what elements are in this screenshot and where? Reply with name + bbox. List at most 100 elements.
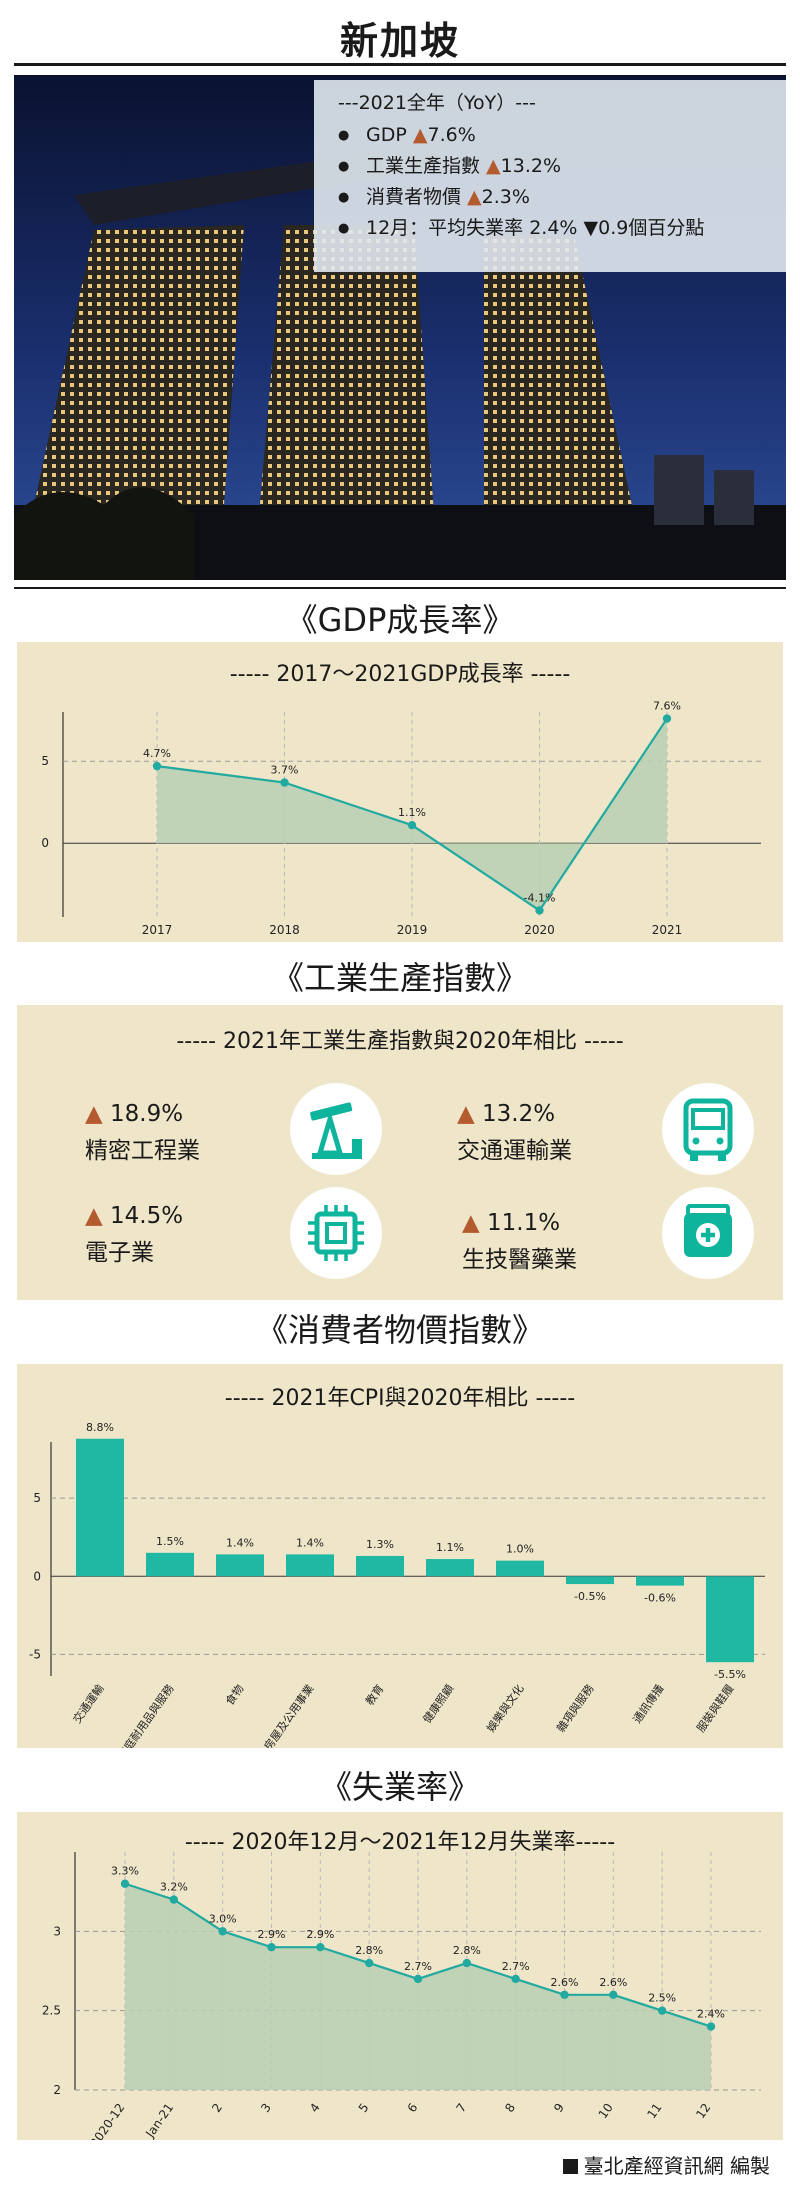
x-tick-label: 家庭耐用品與服務 xyxy=(115,1682,177,1748)
data-label: 1.4% xyxy=(226,1536,254,1549)
x-tick-label: 教育 xyxy=(362,1682,386,1708)
data-label: 3.0% xyxy=(209,1912,237,1925)
data-label: 8.8% xyxy=(86,1421,114,1434)
ipi-value: ▲ 14.5% xyxy=(85,1203,184,1229)
data-label: 1.1% xyxy=(436,1541,464,1554)
data-label: 2.6% xyxy=(551,1976,579,1989)
x-tick-label: 雜項與服務 xyxy=(553,1682,596,1735)
stat-label: 12月：平均失業率 2.4% xyxy=(366,217,584,239)
ipi-section-title: 《工業生產指數》 xyxy=(271,959,528,997)
data-label: 2.7% xyxy=(404,1960,432,1973)
bar xyxy=(706,1576,754,1663)
x-tick-label: 2017 xyxy=(142,923,173,937)
up-triangle-icon: ▲ xyxy=(412,124,428,146)
data-point xyxy=(267,1943,276,1952)
unemp-chart-title: ----- 2020年12月～2021年12月失業率----- xyxy=(184,1830,616,1855)
stat-value: 7.6% xyxy=(427,124,476,146)
bar xyxy=(216,1554,264,1577)
data-label: 7.6% xyxy=(653,700,681,713)
ipi-label: 交通運輸業 xyxy=(457,1138,572,1164)
data-label: 2.9% xyxy=(258,1928,286,1941)
stat-item: 12月：平均失業率 2.4% ▼0.9個百分點 xyxy=(338,213,776,244)
data-label: 3.7% xyxy=(271,764,299,777)
data-label: 2.4% xyxy=(697,2008,725,2021)
x-tick-label: 3 xyxy=(258,2101,274,2115)
unemp-chart-panel: ----- 2020年12月～2021年12月失業率----- 3 2.5 2 3.3… xyxy=(17,1812,783,2140)
unemp-chart: 3 2.5 2 3.3% 3.2% 3.0% 2.9% 2.9% 2.8% 2.7% 2.8% 2.7… xyxy=(42,1852,761,2140)
x-tick-label: 9 xyxy=(551,2101,567,2115)
x-tick-label: 房屋及公用事業 xyxy=(262,1682,317,1748)
stat-item: 消費者物價 ▲2.3% xyxy=(338,182,776,213)
stat-label: GDP xyxy=(366,124,413,146)
gdp-chart-panel: ----- 2017～2021GDP成長率 ----- 5 0 4.7% 3.7% 1.… xyxy=(17,642,783,942)
x-tick-label: 5 xyxy=(356,2101,372,2115)
data-label: -0.6% xyxy=(644,1592,676,1605)
annual-stats-box: ---2021全年（YoY）--- GDP ▲7.6%工業生產指數 ▲13.2%… xyxy=(314,80,786,272)
x-tick-label: 通訊傳播 xyxy=(630,1682,667,1726)
data-label: 2.5% xyxy=(648,1992,676,2005)
x-tick-label: 2019 xyxy=(397,923,428,937)
x-tick-label: 交通運輸 xyxy=(70,1682,107,1726)
stat-item: 工業生產指數 ▲13.2% xyxy=(338,151,776,182)
data-point xyxy=(407,820,417,830)
ipi-item-transport: ▲ 13.2% 交通運輸業 xyxy=(457,1101,572,1165)
data-point xyxy=(413,1974,423,1984)
data-label: 1.5% xyxy=(156,1535,184,1548)
data-label: 2.9% xyxy=(306,1928,334,1941)
data-label: 1.4% xyxy=(296,1536,324,1549)
data-label: 3.3% xyxy=(111,1865,139,1878)
data-label: 1.1% xyxy=(398,806,426,819)
up-triangle-icon: ▲ xyxy=(467,186,482,208)
title-divider xyxy=(14,63,786,66)
gdp-chart-title: ----- 2017～2021GDP成長率 ----- xyxy=(229,662,571,687)
y-tick-label: -5 xyxy=(29,1647,41,1661)
stat-value: 0.9個百分點 xyxy=(598,217,705,239)
ipi-label: 生技醫藥業 xyxy=(462,1247,577,1273)
credit-line: 臺北產經資訊網 編製 xyxy=(562,2150,770,2179)
data-point xyxy=(662,714,672,723)
cpi-chart-title: ----- 2021年CPI與2020年相比 ----- xyxy=(224,1386,576,1411)
x-tick-label: 2020-12 xyxy=(87,2101,127,2140)
area-fill xyxy=(125,1883,711,2090)
data-point xyxy=(511,1974,520,1984)
data-label: 1.0% xyxy=(506,1543,534,1556)
y-tick-label: 2 xyxy=(53,2083,61,2097)
x-tick-label: 4 xyxy=(307,2101,323,2115)
data-point xyxy=(152,761,162,771)
data-point xyxy=(535,906,544,915)
y-tick-label: 5 xyxy=(33,1491,41,1505)
stats-heading: ---2021全年（YoY）--- xyxy=(338,92,536,114)
data-label: 4.7% xyxy=(143,747,171,760)
square-icon xyxy=(562,2159,578,2174)
y-tick-label: 0 xyxy=(33,1569,41,1583)
x-tick-label: 2020 xyxy=(524,923,555,937)
bar xyxy=(356,1555,404,1577)
data-point xyxy=(120,1879,130,1888)
stat-label: 消費者物價 xyxy=(366,186,468,208)
data-point xyxy=(364,1958,374,1968)
x-tick-label: 健康照顧 xyxy=(420,1682,457,1726)
data-point xyxy=(706,2022,716,2031)
stat-label: 工業生產指數 xyxy=(366,155,487,177)
section-divider xyxy=(14,587,786,589)
bar xyxy=(286,1554,334,1577)
ipi-panel: ----- 2021年工業生產指數與2020年相比 ----- ▲ 18.9% … xyxy=(17,1005,783,1300)
hero-photo: ---2021全年（YoY）--- GDP ▲7.6%工業生產指數 ▲13.2%… xyxy=(14,75,786,580)
x-tick-label: 2018 xyxy=(269,923,300,937)
ipi-subtitle: ----- 2021年工業生產指數與2020年相比 ----- xyxy=(176,1029,624,1054)
cpi-chart: 5 0 -5 8.8% 交通運輸 1.5% 家庭耐用品與服務 1.4% 食物 1.4% 房屋及公用事… xyxy=(29,1421,765,1748)
data-point xyxy=(218,1927,227,1936)
ipi-item-electronics: ▲ 14.5% 電子業 xyxy=(85,1203,183,1267)
medicine-box-icon xyxy=(662,1187,754,1279)
ipi-label: 精密工程業 xyxy=(85,1138,200,1164)
data-point xyxy=(609,1990,618,1999)
x-tick-label: 8 xyxy=(502,2101,518,2115)
bus-icon xyxy=(662,1083,754,1175)
stat-value: 2.3% xyxy=(481,186,530,208)
area-fill xyxy=(157,718,667,911)
unemp-section-title: 《失業率》 xyxy=(319,1768,480,1806)
bar xyxy=(566,1576,614,1585)
bar xyxy=(76,1438,124,1577)
bar xyxy=(146,1552,194,1577)
gdp-chart: 5 0 4.7% 3.7% 1.1% -4.1% 7.6% 2017 2018 2019 2020 2… xyxy=(41,700,761,937)
